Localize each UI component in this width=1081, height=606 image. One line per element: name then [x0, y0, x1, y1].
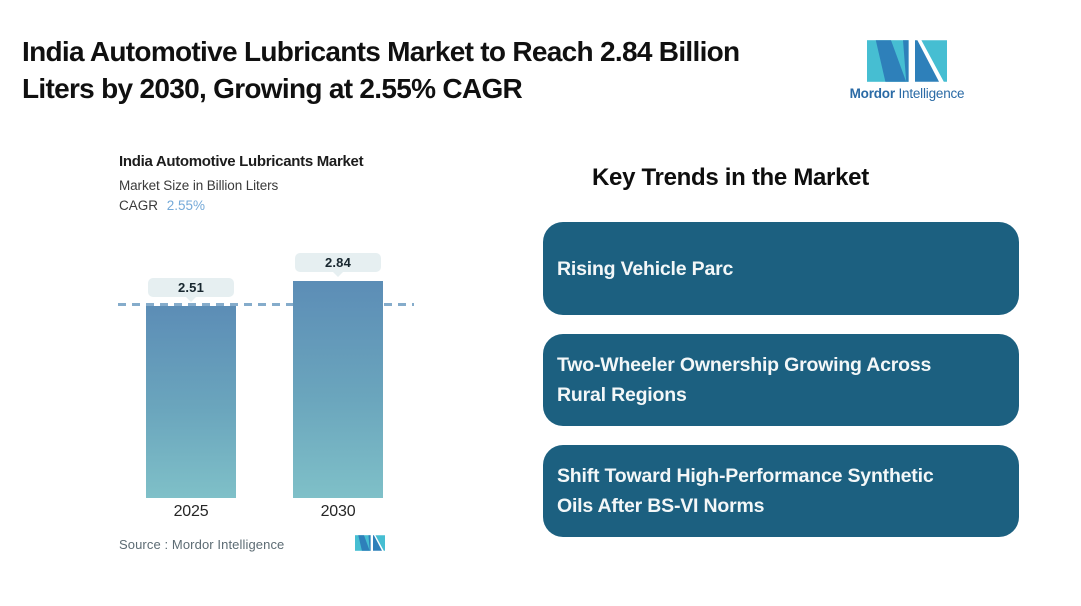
bar-2030	[293, 281, 383, 498]
mordor-intelligence-logo-icon	[867, 40, 947, 82]
market-chart-header: India Automotive Lubricants Market Marke…	[119, 153, 364, 213]
value-label-2030: 2.84	[295, 253, 381, 277]
value-label-2025-text: 2.51	[177, 280, 205, 295]
bar-chart-plot: 2.51 2.84 2025 2030	[118, 230, 414, 520]
brand-wordmark: Mordor Intelligence	[850, 86, 965, 101]
bar-group-2025: 2.51	[146, 230, 236, 498]
reference-dashed-line	[118, 303, 414, 306]
bar-2025	[146, 306, 236, 498]
cagr-label: CAGR	[119, 198, 159, 213]
trend-card-text-line2: Oils After BS-VI Norms	[557, 495, 765, 517]
brand-wordmark-bold: Mordor	[849, 86, 895, 101]
trend-card-text-line2: Rural Regions	[557, 384, 687, 406]
bar-group-2030: 2.84	[293, 230, 383, 498]
axis-label-2025: 2025	[173, 503, 209, 520]
cagr-value: 2.55%	[166, 198, 206, 213]
trend-card-rising-vehicle-parc: Rising Vehicle Parc	[543, 222, 1019, 315]
value-label-2025: 2.51	[148, 278, 234, 302]
axis-label-2030: 2030	[320, 503, 356, 520]
trend-card-two-wheeler-ownership: Two-Wheeler Ownership Growing Across Rur…	[543, 334, 1019, 426]
brand-wordmark-regular: Intelligence	[898, 86, 965, 101]
page-title-line1: India Automotive Lubricants Market to Re…	[22, 36, 740, 67]
page-title-line2: Liters by 2030, Growing at 2.55% CAGR	[22, 73, 523, 104]
source-text: Source : Mordor Intelligence	[119, 537, 285, 552]
trend-card-text-line1: Two-Wheeler Ownership Growing Across	[557, 354, 932, 376]
value-label-2030-text: 2.84	[324, 255, 352, 270]
brand-logo: Mordor Intelligence	[848, 40, 966, 101]
chart-title: India Automotive Lubricants Market	[119, 153, 364, 170]
cagr-row: CAGR 2.55%	[119, 198, 363, 213]
trend-card-text-line1: Shift Toward High-Performance Synthetic	[557, 465, 934, 487]
mordor-intelligence-logo-icon	[355, 535, 385, 551]
chart-subtitle: Market Size in Billion Liters	[119, 178, 279, 193]
key-trends-heading: Key Trends in the Market	[592, 164, 869, 191]
trend-card-synthetic-oils: Shift Toward High-Performance Synthetic …	[543, 445, 1019, 537]
trend-card-text-line1: Rising Vehicle Parc	[557, 257, 734, 280]
page-title: India Automotive Lubricants Market to Re…	[22, 33, 740, 107]
